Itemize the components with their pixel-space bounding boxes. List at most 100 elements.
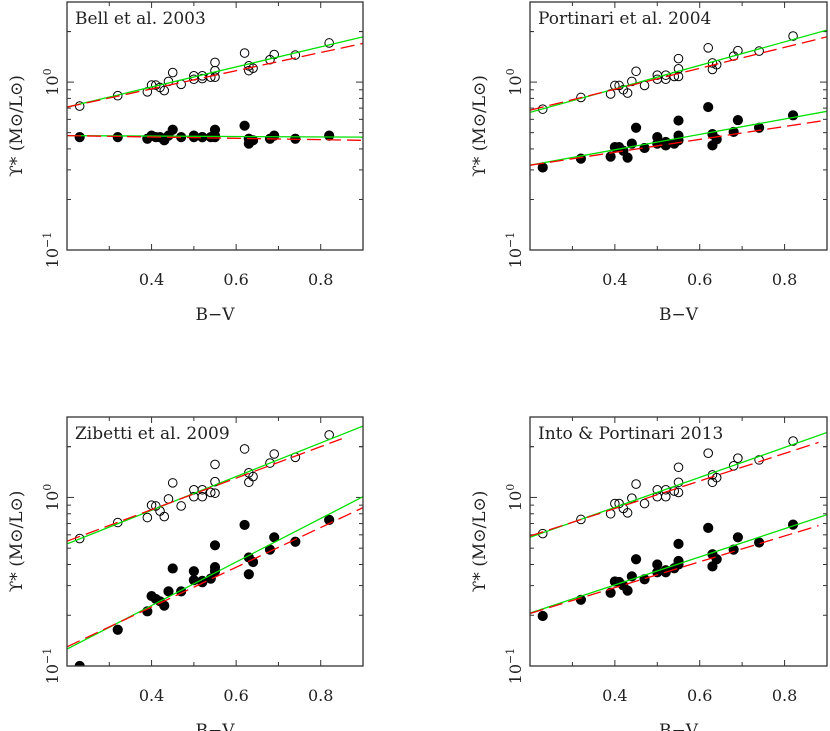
plot-area: [67, 36, 363, 149]
x-tick-label: 0.4: [602, 270, 627, 289]
y-axis-label: ϒ* (M⊙/L⊙): [7, 491, 27, 593]
x-tick-label: 0.4: [602, 686, 627, 705]
x-tick-label: 0.8: [772, 270, 797, 289]
y-tick-label: 100: [41, 484, 62, 511]
open-point: [703, 448, 714, 458]
filled-point: [703, 522, 714, 533]
filled-point: [209, 562, 221, 573]
y-tick-label: 100: [41, 68, 62, 95]
x-tick-label: 0.6: [687, 270, 712, 289]
open-point: [622, 88, 633, 98]
red-dashed-fit-line: [530, 119, 827, 166]
x-tick-label: 0.6: [687, 686, 712, 705]
y-tick-base: 10: [506, 75, 525, 95]
open-point: [631, 66, 641, 77]
open-point: [159, 511, 170, 522]
open-point: [210, 488, 220, 498]
green-fit-line: [530, 110, 827, 166]
filled-point: [324, 130, 335, 141]
y-tick-exp: 0: [504, 68, 517, 75]
open-point: [74, 101, 85, 111]
x-tick-label: 0.8: [308, 686, 333, 705]
x-tick-label: 0.4: [139, 686, 164, 705]
filled-point: [269, 130, 280, 141]
open-point: [754, 46, 764, 56]
filled-point: [74, 132, 85, 143]
filled-point: [209, 540, 221, 551]
open-point: [622, 508, 633, 518]
y-tick-base: 10: [506, 248, 525, 268]
filled-point: [673, 538, 684, 550]
x-axis-label: B−V: [659, 721, 699, 731]
open-point: [788, 31, 798, 41]
plot-frame: [529, 416, 828, 667]
y-tick-label: 100: [504, 68, 525, 95]
open-point: [197, 491, 208, 502]
open-point: [210, 72, 220, 82]
filled-point: [167, 124, 178, 135]
open-point: [639, 498, 650, 509]
open-point: [167, 67, 178, 78]
open-point: [639, 80, 650, 91]
filled-point: [112, 624, 123, 635]
filled-point: [188, 566, 199, 577]
x-axis-label: B−V: [195, 305, 235, 325]
open-point: [673, 53, 684, 64]
open-point: [788, 436, 798, 446]
filled-point: [112, 132, 123, 143]
open-point: [673, 71, 684, 82]
filled-point: [239, 120, 250, 131]
red-dashed-fit-line: [530, 36, 827, 111]
filled-point: [630, 122, 642, 133]
open-point: [248, 471, 258, 482]
open-point: [210, 476, 220, 487]
open-point: [537, 104, 548, 114]
open-point: [167, 478, 178, 488]
open-point: [673, 462, 684, 473]
y-tick-label: 10−1: [41, 232, 62, 269]
filled-point: [622, 152, 633, 163]
open-point: [210, 459, 220, 470]
open-point: [210, 57, 220, 68]
filled-point: [711, 554, 722, 565]
open-point: [324, 38, 334, 48]
red-dashed-fit-line: [530, 525, 819, 615]
x-tick-label: 0.6: [223, 686, 248, 705]
open-point: [265, 458, 275, 468]
filled-point: [537, 610, 548, 622]
filled-point: [74, 660, 85, 666]
y-tick-label: 10−1: [504, 232, 525, 269]
green-fit-line: [67, 496, 363, 650]
plot-frame: [66, 1, 364, 251]
filled-point: [290, 536, 301, 547]
y-tick-base: 10: [43, 75, 62, 95]
y-tick-exp: 0: [504, 484, 517, 491]
green-fit-line: [67, 36, 363, 108]
open-point: [176, 501, 186, 511]
red-dashed-fit-line: [530, 441, 819, 537]
y-tick-exp: −1: [41, 232, 54, 248]
y-tick-label: 10−1: [41, 648, 62, 685]
y-tick-base: 10: [43, 248, 62, 268]
open-point: [244, 477, 254, 488]
filled-point: [660, 136, 671, 148]
x-axis-label: B−V: [659, 305, 699, 325]
y-tick-exp: −1: [504, 648, 517, 664]
open-point: [239, 444, 250, 454]
open-point: [733, 453, 743, 463]
filled-point: [239, 519, 250, 531]
plot-area: [530, 29, 827, 173]
open-point: [142, 512, 153, 523]
open-point: [290, 50, 301, 60]
open-point: [703, 43, 714, 53]
panel-title: Into & Portinari 2013: [538, 424, 723, 444]
x-tick-label: 0.8: [308, 270, 333, 289]
panel-title: Portinari et al. 2004: [538, 9, 711, 29]
plot-frame: [66, 416, 364, 667]
filled-point: [243, 569, 254, 580]
filled-point: [732, 114, 744, 126]
